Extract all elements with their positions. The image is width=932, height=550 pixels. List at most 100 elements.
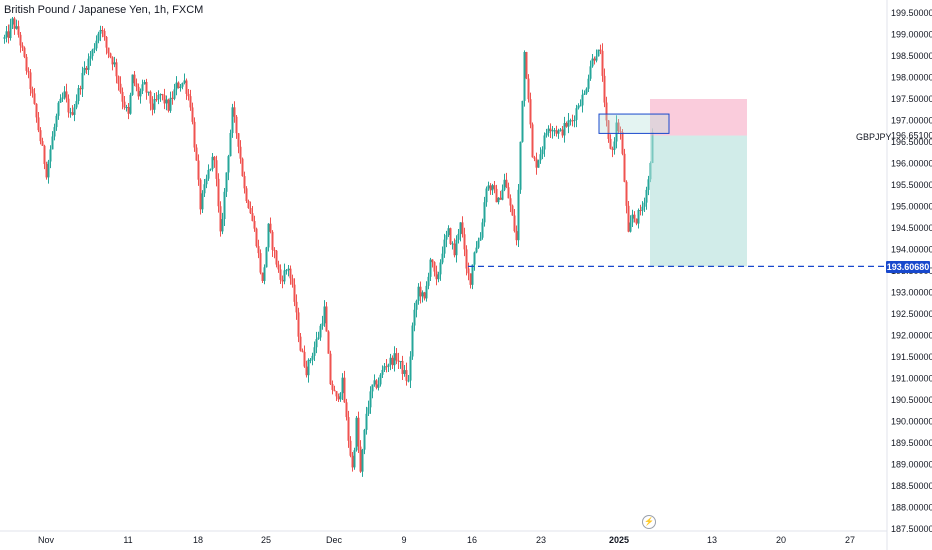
- price-tick-label: 192.00000: [891, 331, 932, 341]
- candle-body: [207, 169, 210, 179]
- candle-body: [447, 228, 450, 236]
- candle-body: [413, 309, 416, 326]
- candle-body: [559, 129, 562, 131]
- candle-body: [121, 91, 124, 102]
- candle-body: [327, 331, 330, 354]
- candle-body: [63, 91, 66, 98]
- time-axis[interactable]: Nov 11 18 25 Dec 9 16 23 2025 13 20 27: [38, 535, 855, 545]
- candle-body: [397, 360, 400, 362]
- candle-body: [423, 292, 426, 299]
- candle-body: [73, 107, 76, 115]
- price-tick-label: 190.50000: [891, 395, 932, 405]
- price-tick-label: 188.50000: [891, 481, 932, 491]
- candle-body: [105, 37, 108, 48]
- candle-body: [331, 384, 334, 390]
- candle-body: [495, 188, 498, 203]
- candle-body: [29, 72, 32, 90]
- candle-body: [361, 449, 364, 472]
- candle-body: [567, 120, 570, 127]
- candle-body: [17, 26, 20, 35]
- candle-body: [627, 205, 630, 232]
- candle-body: [277, 264, 280, 270]
- time-tick-label: Nov: [38, 535, 55, 545]
- candle-body: [75, 101, 78, 108]
- candle-body: [69, 112, 72, 114]
- candle-body: [117, 76, 120, 84]
- candle-body: [459, 222, 462, 234]
- price-tick-label: 188.00000: [891, 503, 932, 513]
- candle-body: [511, 205, 514, 216]
- candle-body: [389, 357, 392, 365]
- candle-body: [81, 72, 84, 90]
- candle-body: [201, 193, 204, 210]
- candle-body: [369, 391, 372, 408]
- candle-body: [583, 93, 586, 95]
- price-tick-label: 198.50000: [891, 51, 932, 61]
- candle-body: [151, 103, 154, 110]
- candle-body: [353, 450, 356, 468]
- candle-body: [223, 191, 226, 220]
- time-tick-label: 27: [845, 535, 855, 545]
- time-tick-label: Dec: [326, 535, 343, 545]
- candle-body: [39, 130, 42, 142]
- candle-body: [265, 247, 268, 268]
- candle-body: [489, 185, 492, 191]
- candle-body: [381, 369, 384, 375]
- candle-body: [449, 228, 452, 244]
- candle-body: [243, 176, 246, 189]
- candle-body: [41, 141, 44, 146]
- price-tick-label: 199.50000: [891, 8, 932, 18]
- candle-body: [475, 247, 478, 253]
- candle-body: [271, 231, 274, 250]
- candle-body: [27, 70, 30, 73]
- candle-body: [91, 49, 94, 57]
- candle-body: [437, 274, 440, 280]
- candle-body: [301, 350, 304, 352]
- candle-body: [531, 124, 534, 158]
- candle-body: [625, 181, 628, 206]
- candle-body: [19, 34, 22, 46]
- candle-body: [379, 374, 382, 385]
- candle-body: [149, 91, 152, 104]
- candle-body: [145, 81, 148, 93]
- candle-body: [435, 271, 438, 280]
- candle-body: [333, 389, 336, 392]
- candle-body: [7, 31, 10, 39]
- candle-body: [455, 239, 458, 256]
- candle-body: [299, 336, 302, 351]
- candle-body: [615, 122, 618, 142]
- candle-body: [249, 208, 252, 214]
- candle-body: [417, 286, 420, 301]
- candle-body: [185, 80, 188, 94]
- candle-body: [269, 223, 272, 232]
- candle-body: [37, 117, 40, 131]
- candle-body: [127, 107, 130, 114]
- price-tick-label: 191.50000: [891, 352, 932, 362]
- candle-body: [345, 402, 348, 418]
- candle-body: [571, 120, 574, 122]
- candle-body: [291, 278, 294, 285]
- candle-body: [593, 58, 596, 61]
- candle-body: [267, 223, 270, 248]
- candle-body: [391, 357, 394, 366]
- candle-body: [199, 179, 202, 210]
- candle-body: [329, 353, 332, 385]
- candle-body: [23, 47, 26, 57]
- candle-body: [293, 284, 296, 302]
- candle-body: [55, 115, 58, 128]
- candle-body: [211, 156, 214, 169]
- candle-body: [439, 262, 442, 275]
- current-price-label: 196.65100: [891, 131, 932, 141]
- candle-body: [47, 161, 50, 178]
- candle-body: [125, 107, 128, 109]
- candle-body: [119, 83, 122, 92]
- candle-body: [513, 215, 516, 232]
- lightning-icon[interactable]: ⚡: [642, 515, 656, 529]
- candle-body: [587, 78, 590, 89]
- candle-body: [263, 267, 266, 281]
- candle-body: [323, 306, 326, 324]
- candle-body: [257, 246, 260, 254]
- candle-body: [3, 37, 6, 39]
- candle-body: [485, 188, 488, 203]
